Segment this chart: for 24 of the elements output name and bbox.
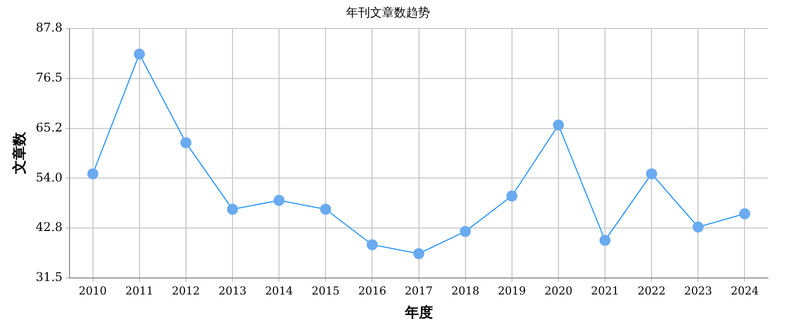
- x-tick-label: 2019: [498, 284, 526, 298]
- x-tick-label: 2021: [591, 284, 620, 298]
- x-tick-label: 2011: [125, 284, 154, 298]
- y-tick-label: 31.5: [36, 270, 63, 284]
- y-axis-title: 文章数: [11, 131, 28, 176]
- chart-title: 年刊文章数趋势: [346, 5, 430, 20]
- y-tick-label: 65.2: [36, 120, 63, 135]
- x-tick-label: 2010: [78, 284, 107, 298]
- x-tick-label: 2014: [265, 284, 294, 298]
- y-tick-label: 87.8: [36, 20, 63, 35]
- x-tick-label: 2012: [172, 284, 200, 298]
- x-tick-label: 2020: [544, 284, 572, 298]
- x-tick-label: 2015: [312, 284, 340, 298]
- x-tick-label: 2024: [730, 284, 759, 298]
- x-tick-label: 2022: [638, 284, 666, 298]
- x-axis-title: 年度: [404, 304, 433, 322]
- y-tick-label: 42.8: [36, 220, 63, 234]
- x-tick-label: 2023: [684, 284, 712, 298]
- x-tick-label: 2013: [218, 284, 246, 298]
- x-tick-label: 2016: [358, 284, 386, 298]
- x-tick-label: 2018: [451, 284, 480, 298]
- y-tick-label: 76.5: [36, 70, 63, 85]
- y-tick-label: 54.0: [36, 170, 63, 184]
- x-tick-label: 2017: [404, 284, 433, 298]
